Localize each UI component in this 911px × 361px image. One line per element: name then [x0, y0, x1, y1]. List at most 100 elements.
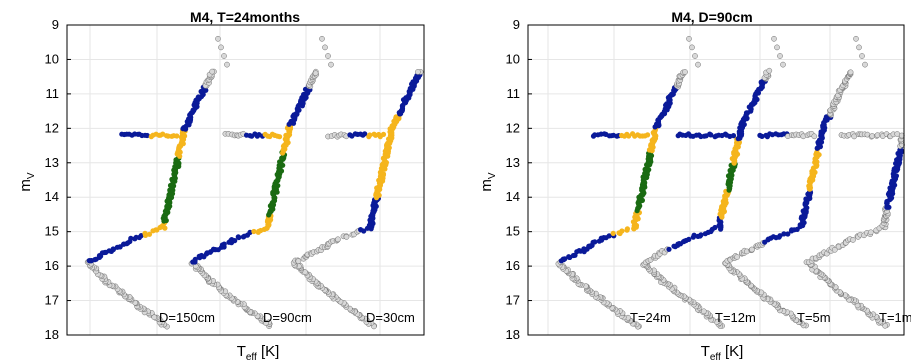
data-point [576, 248, 582, 254]
data-point [766, 67, 773, 74]
data-point [777, 233, 783, 239]
left-panel-x-axis-label: Teff [K] [237, 343, 280, 361]
isochrone-T=5m [722, 35, 868, 329]
data-point [218, 44, 224, 51]
left-panel-y-ticks: 9 10 11 12 13 14 15 16 17 18 [45, 17, 71, 342]
data-point [686, 35, 692, 42]
data-point [295, 258, 302, 265]
data-point [734, 254, 740, 260]
left-panel-curve-labels: D=150cm D=90cm D=30cm [159, 310, 415, 325]
isochrone-T=24m [555, 35, 701, 330]
y-tick-label: 17 [45, 293, 59, 308]
data-point [174, 133, 180, 139]
y-tick-label: 10 [45, 51, 59, 66]
data-point [221, 53, 227, 59]
left-panel-y-axis-label: mV [17, 172, 37, 192]
data-point [215, 35, 221, 42]
y-tick-label: 16 [45, 258, 59, 273]
data-point [325, 53, 331, 59]
data-point [771, 35, 777, 42]
data-point [362, 131, 368, 137]
left-panel-points [84, 35, 424, 330]
data-point [624, 226, 631, 232]
data-point [774, 44, 780, 51]
left-panel-frame [66, 24, 425, 336]
y-tick-label: 9 [52, 17, 59, 32]
y-tick-label: 13 [506, 155, 520, 170]
data-point [856, 44, 862, 51]
data-point [378, 169, 384, 175]
data-point [138, 233, 144, 239]
isochrone-D=30cm [290, 69, 424, 330]
curve-label: T=1m [879, 310, 911, 325]
data-point [335, 236, 341, 243]
data-point [606, 233, 612, 239]
curve-label: D=150cm [159, 310, 215, 325]
data-point [689, 44, 695, 51]
y-tick-label: 12 [506, 120, 520, 135]
data-point [626, 133, 632, 139]
y-tick-label: 17 [506, 293, 520, 308]
data-point [146, 231, 153, 237]
data-point [367, 132, 373, 138]
y-tick-label: 14 [45, 189, 59, 204]
data-point [192, 256, 198, 262]
right-panel-curve-labels: T=24m T=12m T=5m T=1m [630, 310, 911, 325]
data-point [232, 238, 238, 244]
data-point [610, 230, 616, 236]
data-point [322, 44, 328, 51]
data-point [319, 35, 325, 42]
right-panel-frame [527, 24, 905, 336]
data-point [698, 232, 704, 238]
data-point [859, 53, 865, 59]
data-point [221, 241, 227, 247]
right-panel-points [555, 35, 905, 330]
data-point [144, 132, 150, 139]
left-panel-title: M4, T=24months [190, 9, 300, 25]
y-tick-label: 18 [45, 327, 59, 342]
isochrone-D=150cm [84, 35, 230, 330]
y-tick-label: 12 [45, 120, 59, 135]
data-point [247, 229, 253, 235]
data-point [361, 228, 367, 234]
data-point [853, 35, 859, 42]
y-tick-label: 10 [506, 51, 520, 66]
data-point [700, 308, 707, 315]
data-point [780, 61, 786, 68]
data-point [730, 133, 737, 139]
data-point [235, 234, 241, 240]
curve-label: D=90cm [263, 310, 312, 325]
data-point [312, 70, 319, 77]
data-point [151, 314, 158, 321]
data-point [328, 61, 334, 68]
y-tick-label: 9 [513, 17, 520, 32]
data-point [712, 224, 718, 231]
data-point [407, 85, 413, 92]
data-point [708, 132, 714, 138]
data-point [695, 61, 701, 68]
isochrone-D=90cm [188, 35, 334, 330]
data-point [850, 237, 856, 243]
data-point [831, 246, 838, 253]
data-point [847, 69, 854, 76]
data-point [691, 232, 697, 238]
curve-label: T=12m [715, 310, 756, 325]
data-point [645, 132, 651, 138]
data-point [666, 246, 672, 252]
data-point [862, 61, 868, 68]
data-point [785, 231, 791, 237]
data-point [380, 131, 387, 137]
data-point [592, 239, 598, 245]
right-panel-title: M4, D=90cm [671, 9, 752, 25]
data-point [759, 133, 765, 139]
data-point [209, 68, 216, 75]
right-panel-y-axis-label: mV [478, 172, 498, 192]
y-tick-label: 18 [506, 327, 520, 342]
data-point [682, 69, 688, 75]
data-point [142, 230, 148, 236]
data-point [894, 131, 901, 137]
y-tick-label: 14 [506, 189, 520, 204]
data-point [128, 235, 134, 241]
data-point [566, 254, 573, 260]
